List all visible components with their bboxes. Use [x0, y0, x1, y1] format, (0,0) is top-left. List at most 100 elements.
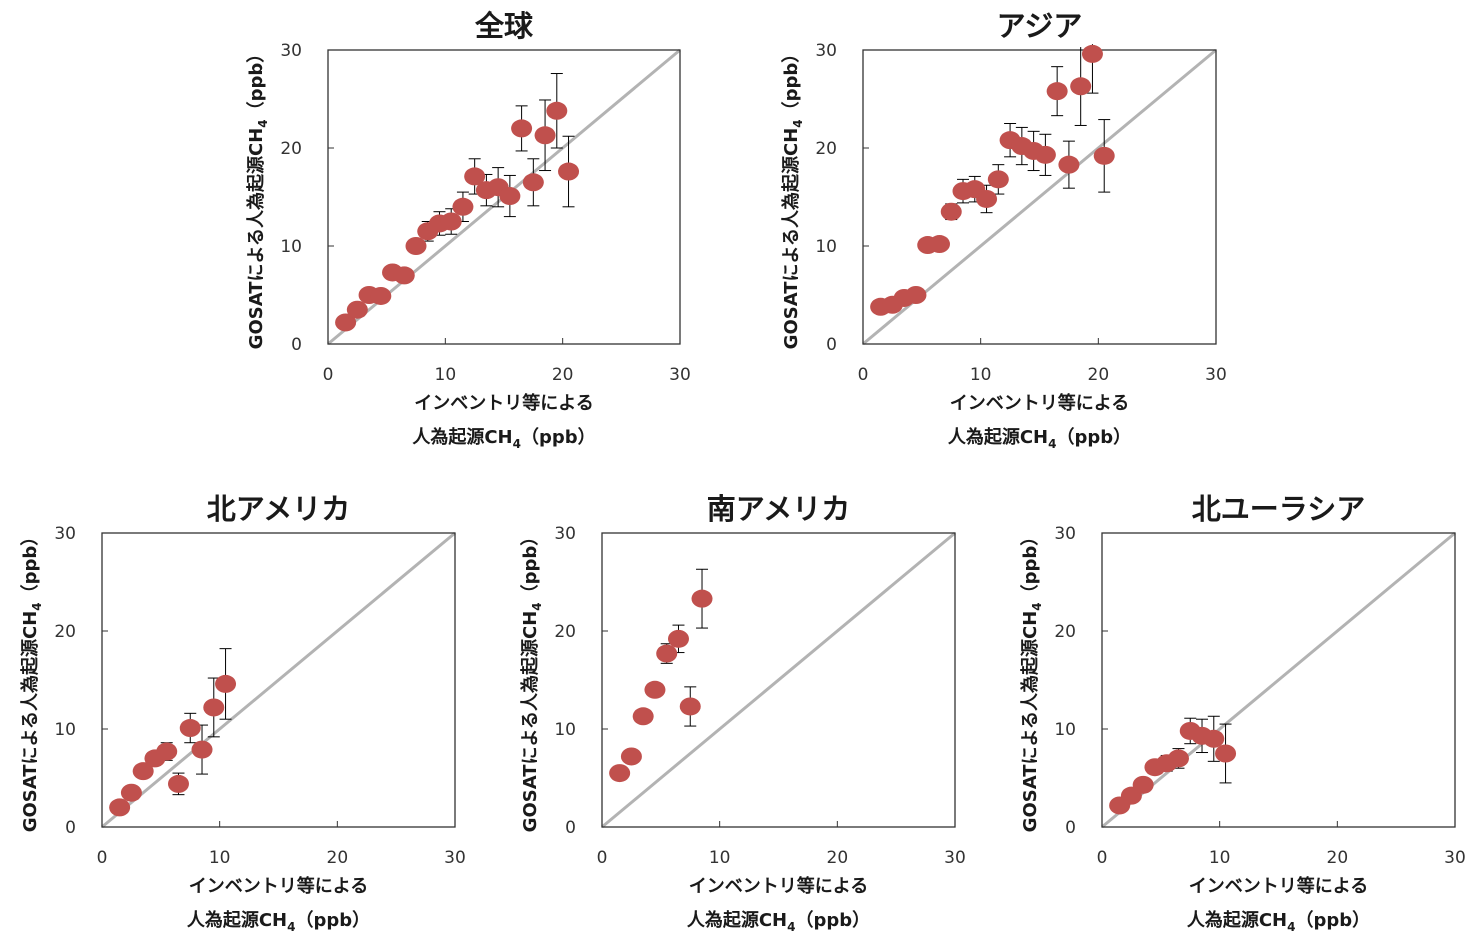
x-tick-label: 20	[827, 848, 849, 868]
x-axis-label-unit: （ppb）	[521, 427, 596, 448]
x-axis-label-main: 人為起源CH	[948, 426, 1048, 448]
x-axis-label-unit: （ppb）	[1056, 427, 1131, 448]
x-axis-label-main: 人為起源CH	[412, 426, 512, 448]
y-axis-label-main: GOSATによる人為起源CH	[1019, 611, 1041, 833]
y-axis-label-unit: （ppb）	[246, 45, 267, 120]
y-axis-label: GOSATによる人為起源CH4（ppb）	[1019, 528, 1044, 833]
data-point	[1058, 155, 1080, 174]
data-point	[1215, 744, 1237, 763]
data-point	[464, 167, 486, 186]
x-tick-label: 0	[323, 365, 334, 385]
x-axis-label-line1: インベントリ等による	[1189, 875, 1368, 897]
data-point	[691, 589, 713, 608]
y-tick-label: 20	[280, 139, 302, 159]
x-axis-label-subscript: 4	[513, 437, 521, 451]
y-axis-label-unit: （ppb）	[1020, 528, 1041, 603]
y-tick-label: 0	[291, 335, 302, 355]
y-tick-label: 30	[554, 524, 576, 544]
x-axis-label-line2: 人為起源CH4（ppb）	[1187, 909, 1370, 933]
x-axis-label-unit: （ppb）	[1295, 910, 1370, 931]
y-tick-label: 20	[554, 622, 576, 642]
data-point	[522, 173, 544, 192]
data-point	[109, 798, 131, 817]
y-axis-label: GOSATによる人為起源CH4（ppb）	[245, 45, 270, 350]
y-tick-label: 20	[815, 139, 837, 159]
data-point	[215, 674, 237, 693]
y-axis-label-subscript: 4	[1030, 602, 1044, 610]
data-point	[1167, 749, 1189, 768]
data-point	[499, 187, 521, 206]
x-axis-label-subscript: 4	[1048, 437, 1056, 451]
y-axis-label-main: GOSATによる人為起源CH	[519, 611, 541, 833]
y-axis-label-main: GOSATによる人為起源CH	[19, 611, 41, 833]
x-tick-label: 10	[970, 365, 992, 385]
data-point	[452, 197, 474, 216]
data-point	[179, 719, 201, 738]
data-point	[1034, 145, 1056, 164]
x-tick-label: 10	[709, 848, 731, 868]
data-point	[167, 774, 189, 793]
chart-panel-0: 全球0 10 20 300102030インベントリ等による人為起源CH4（ppb）GO…	[245, 9, 691, 451]
data-point	[534, 126, 556, 145]
data-point	[928, 235, 950, 254]
x-tick-label: 0	[858, 365, 869, 385]
x-axis-label-line1: インベントリ等による	[689, 875, 868, 897]
plot-frame	[862, 49, 1217, 345]
data-point	[1093, 146, 1115, 165]
data-point	[346, 300, 368, 319]
y-tick-label: 0	[1065, 818, 1076, 838]
y-tick-label: 0	[826, 335, 837, 355]
data-point	[511, 119, 533, 138]
x-axis-label-subscript: 4	[1287, 920, 1295, 933]
x-tick-label: 30	[1444, 848, 1466, 868]
y-axis-label-subscript: 4	[530, 602, 544, 610]
y-tick-label: 10	[54, 720, 76, 740]
data-point	[644, 680, 666, 699]
data-point	[1046, 82, 1068, 101]
data-point	[987, 170, 1009, 189]
y-axis-label-unit: （ppb）	[520, 528, 541, 603]
y-axis-label-main: GOSATによる人為起源CH	[245, 128, 267, 350]
data-point	[335, 313, 357, 332]
x-axis-label-unit: （ppb）	[295, 910, 370, 931]
x-tick-label: 20	[1088, 365, 1110, 385]
data-point	[632, 707, 654, 726]
x-axis-label-line1: インベントリ等による	[950, 392, 1129, 414]
plot-frame	[327, 49, 681, 345]
y-tick-label: 0	[565, 818, 576, 838]
data-point	[405, 237, 427, 255]
data-point	[393, 266, 415, 285]
y-tick-label: 20	[1054, 622, 1076, 642]
data-point	[1081, 44, 1103, 63]
chart-title: 北アメリカ	[207, 492, 351, 526]
data-point	[203, 698, 225, 717]
chart-title: アジア	[997, 9, 1083, 43]
chart-title: 北ユーラシア	[1192, 492, 1365, 526]
data-point	[156, 742, 178, 761]
data-point	[976, 189, 998, 208]
x-axis-label-line2: 人為起源CH4（ppb）	[687, 909, 870, 933]
x-axis-label-main: 人為起源CH	[1187, 909, 1287, 931]
data-point	[191, 740, 213, 759]
data-point	[679, 697, 701, 716]
data-point	[905, 286, 927, 304]
y-axis-label-subscript: 4	[30, 602, 44, 610]
reference-line-y-equals-x	[601, 531, 956, 829]
plot-frame	[1101, 532, 1456, 828]
y-tick-label: 10	[280, 237, 302, 257]
reference-line-y-equals-x	[1101, 531, 1456, 829]
y-axis-label: GOSATによる人為起源CH4（ppb）	[19, 528, 44, 833]
y-axis-label-unit: （ppb）	[781, 45, 802, 120]
x-tick-label: 10	[1209, 848, 1231, 868]
x-tick-label: 30	[669, 365, 691, 385]
data-point	[609, 764, 631, 783]
x-axis-label-line2: 人為起源CH4（ppb）	[412, 426, 595, 451]
y-axis-label: GOSATによる人為起源CH4（ppb）	[780, 45, 805, 350]
x-axis-label-main: 人為起源CH	[687, 909, 787, 931]
x-tick-label: 10	[435, 365, 457, 385]
data-point	[1070, 77, 1092, 96]
